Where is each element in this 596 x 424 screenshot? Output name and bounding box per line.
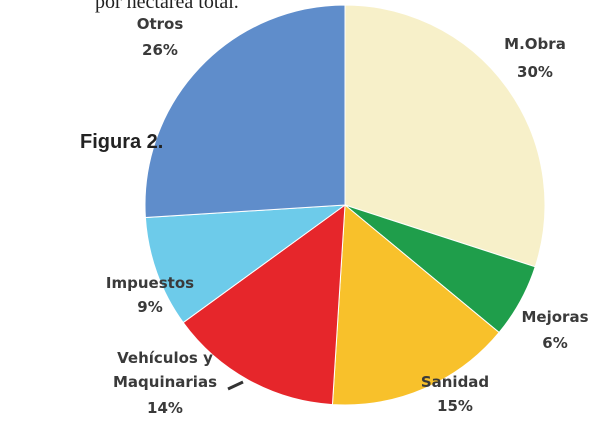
slice-label: Vehículos y Maquinarias [113, 349, 217, 391]
slice-label: M.Obra [504, 35, 566, 53]
slice-value-label: 9% [137, 298, 163, 316]
chart-title: Figura 2. [80, 131, 164, 153]
pie-slice [182, 203, 346, 406]
pie-slice [144, 4, 346, 219]
slice-value-label: 14% [147, 399, 183, 417]
header-text: por hectárea total. [95, 0, 239, 13]
pie-slice [331, 203, 500, 406]
pie-slice [344, 4, 546, 268]
pie-slice [144, 204, 347, 324]
slice-value-label: 30% [517, 63, 553, 81]
slice-value-label: 15% [437, 397, 473, 415]
slice-label: Sanidad [420, 373, 490, 391]
slice-label: Mejoras [521, 308, 589, 326]
leader-line [227, 380, 244, 391]
slice-label: Impuestos [105, 274, 195, 292]
slice-value-label: 26% [142, 41, 178, 59]
slice-label: Otros [136, 15, 184, 33]
slice-value-label: 6% [542, 334, 568, 352]
